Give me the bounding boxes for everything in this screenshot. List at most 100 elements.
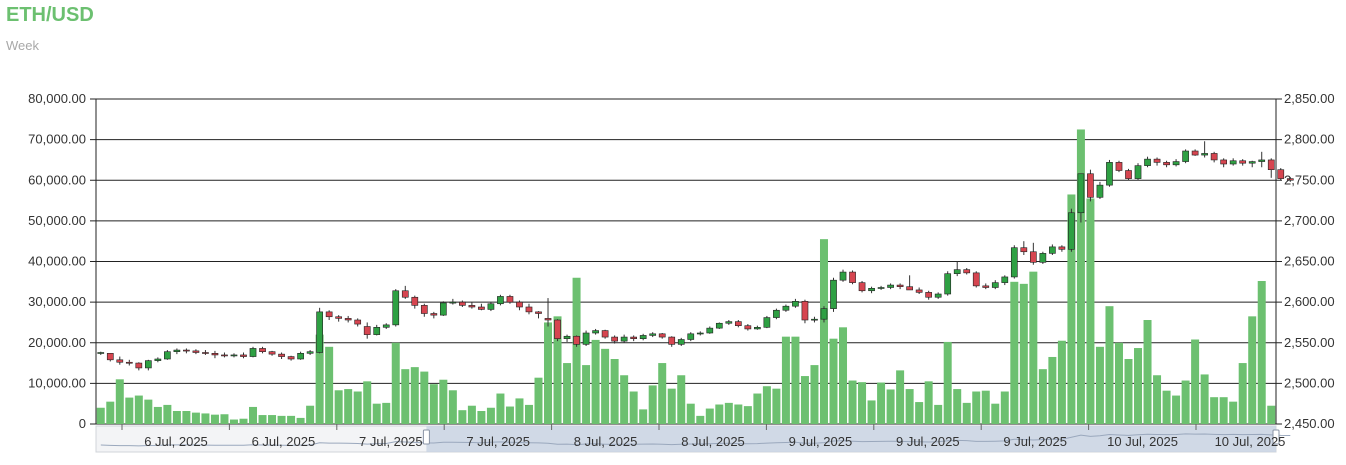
volume-bar [934,404,943,424]
volume-bar [1000,391,1009,424]
candle-down [896,284,904,287]
chart-title: ETH/USD [6,4,94,26]
volume-bar [229,419,238,424]
candle-up [1229,160,1237,165]
candle-up [154,358,162,361]
x-axis-tick-label: 9 Jul, 2025 [1003,434,1067,449]
x-axis-tick-label: 8 Jul, 2025 [681,434,745,449]
candle-up [696,332,704,335]
volume-bar [144,399,153,424]
price-series [97,141,1294,371]
volume-bar [182,411,191,424]
volume-bar [601,348,610,424]
candle-down [116,359,124,363]
navigator-handle-left [422,429,430,445]
candle-down [801,301,809,321]
candle-down [1153,158,1161,163]
navigator-handle-right [1272,429,1280,445]
candle-up [563,335,571,339]
candle-up [1134,165,1142,179]
candle-down [125,361,133,364]
volume-bar [591,339,600,424]
candle-down [516,301,523,308]
candle-up [820,308,828,320]
candle-down [1020,247,1028,253]
volume-bar [106,401,115,424]
right-axis-tick-label: 2,800.00 [1284,132,1335,147]
right-axis-tick-label: 2,550.00 [1284,335,1335,350]
left-axis-tick-label: 70,000.00 [28,132,86,147]
volume-bar [496,393,505,424]
volume-bar [201,413,210,424]
volume-bar [296,417,305,424]
volume-bar [277,415,286,424]
volume-bar [896,370,905,424]
candle-up [1010,247,1018,278]
candle-down [925,292,933,298]
volume-bar [1143,320,1152,424]
candle-down [221,354,228,357]
candle-down [430,313,438,316]
x-axis-tick-label: 9 Jul, 2025 [896,434,960,449]
x-axis-tick-label: 8 Jul, 2025 [574,434,638,449]
volume-bar [1067,194,1076,424]
volume-bar [344,389,353,424]
volume-bar [1057,340,1066,424]
volume-bar [448,390,457,424]
volume-bar [1029,271,1038,424]
volume-bar [220,414,229,424]
candle-down [982,285,990,288]
candle-up [934,293,942,298]
candle-up [497,296,504,305]
volume-bar [153,406,162,424]
candle-down [268,351,276,355]
volume-bar [705,408,714,424]
volume-bar [781,336,790,424]
volume-bar [677,375,686,424]
volume-bar [972,391,981,424]
candle-up [1049,246,1056,254]
volume-bar [734,404,743,424]
volume-bar [1134,348,1143,424]
left-axis-tick-label: 10,000.00 [28,375,86,390]
candle-down [192,350,200,353]
volume-bar [686,403,695,424]
volume-bar [325,346,334,424]
volume-bar [858,382,867,424]
candle-down [506,296,514,303]
volume-bar [249,406,258,424]
candle-up [392,290,400,326]
volume-bar [1200,374,1209,424]
candle-up [1258,159,1266,162]
volume-bar [172,411,181,424]
right-axis-tick-label: 2,700.00 [1284,213,1335,228]
candle-up [373,327,381,335]
candle-down [972,272,980,287]
candle-up [677,339,685,345]
volume-bar [800,376,809,424]
right-price-axis: 2,450.00 2,500.00 2,550.00 2,600.00 2,650.00… [1276,91,1335,431]
candle-up [1201,153,1208,156]
candle-down [1267,159,1275,170]
volume-bar [753,393,762,424]
left-axis-tick-label: 20,000.00 [28,335,86,350]
chart-subtitle: Week [6,38,39,53]
candle-up [1182,150,1189,162]
candle-down [478,306,485,310]
candle-down [744,325,752,330]
candle-down [240,354,247,357]
range-navigator[interactable] [95,425,1291,453]
volume-bar [1229,401,1238,424]
volume-bar [620,375,629,424]
volume-bar [391,342,400,424]
volume-bar [648,385,657,424]
candle-down [1220,159,1228,165]
volume-bar [877,382,886,424]
candle-up [173,349,181,352]
volume-bar [1038,369,1047,424]
left-axis-tick-label: 60,000.00 [28,172,86,187]
volume-bar [125,397,134,424]
candle-down [525,306,533,313]
volume-bar [1267,405,1276,424]
